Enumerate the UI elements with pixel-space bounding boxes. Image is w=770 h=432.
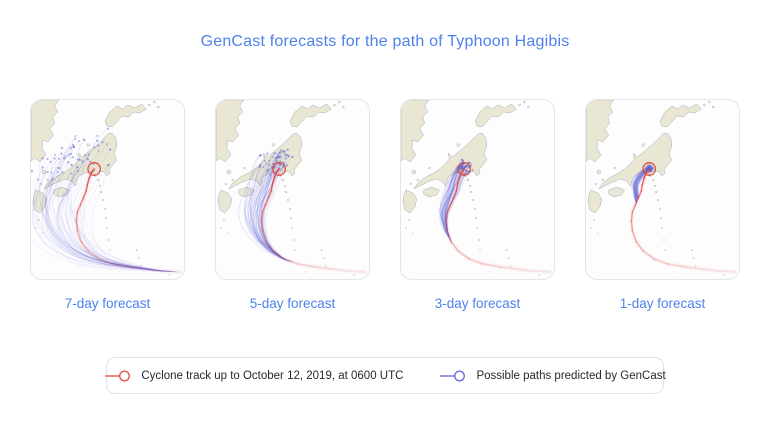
caption-1day: 1-day forecast — [619, 296, 706, 311]
legend-item-cyclone-track: Cyclone track up to October 12, 2019, at… — [104, 369, 403, 383]
legend-item-gencast-paths: Possible paths predicted by GenCast — [439, 369, 666, 383]
figure-title: GenCast forecasts for the path of Typhoo… — [200, 33, 570, 50]
forecast-panel-5day: 5-day forecast — [215, 99, 370, 311]
forecast-legend: Cyclone track up to October 12, 2019, at… — [104, 357, 666, 394]
map-1day-forecast — [585, 99, 740, 280]
forecast-panels: 7-day forecast 5-day forecast 3-day fore… — [0, 99, 770, 311]
cyclone-track-marker-icon — [105, 369, 131, 382]
map-7day-forecast — [30, 99, 185, 280]
gencast-paths-marker-icon — [440, 369, 466, 382]
forecast-panel-7day: 7-day forecast — [30, 99, 185, 311]
legend-label-gencast-paths: Possible paths predicted by GenCast — [476, 369, 666, 382]
forecast-panel-3day: 3-day forecast — [400, 99, 555, 311]
caption-5day: 5-day forecast — [249, 296, 336, 311]
caption-7day: 7-day forecast — [64, 296, 151, 311]
legend-label-cyclone-track: Cyclone track up to October 12, 2019, at… — [141, 369, 404, 382]
map-5day-forecast — [215, 99, 370, 280]
map-3day-forecast — [400, 99, 555, 280]
forecast-panel-1day: 1-day forecast — [585, 99, 740, 311]
caption-3day: 3-day forecast — [434, 296, 521, 311]
